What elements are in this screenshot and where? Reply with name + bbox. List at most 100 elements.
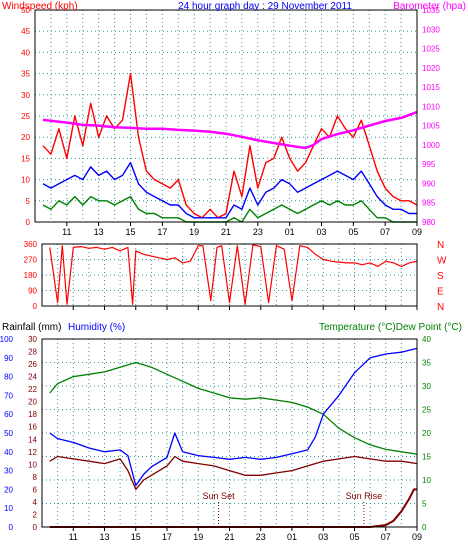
wind-panel-x-tick-label: 23 — [253, 227, 263, 237]
rain-y-tick-label: 18 — [28, 410, 37, 419]
direction-y-tick-label: 90 — [28, 287, 37, 296]
barometer-y-tick-label: 1030 — [422, 25, 440, 34]
wind-panel-x-tick-label: 09 — [412, 227, 422, 237]
climate-series-line — [49, 455, 418, 491]
climate-panel-x-tick-label: 07 — [381, 532, 391, 542]
wind-axis-title: Windspeed (kph) — [2, 1, 78, 12]
barometer-y-tick-label: 1035 — [422, 6, 440, 15]
sun-marker-label: Sun Rise — [346, 491, 383, 501]
climate-panel-x-tick-label: 21 — [224, 532, 234, 542]
rain-y-tick-label: 4 — [33, 498, 38, 507]
wind-y-tick-label: 50 — [21, 6, 30, 15]
rain-y-tick-label: 28 — [28, 348, 37, 357]
barometer-line — [42, 110, 418, 150]
rain-y-tick-label: 14 — [28, 435, 37, 444]
temperature-y-tick-label: 35 — [422, 359, 431, 368]
humidity-axis-title: Humidity (%) — [68, 322, 125, 333]
wind-panel-x-tick-label: 11 — [62, 227, 71, 237]
barometer-y-tick-label: 1000 — [422, 141, 440, 150]
rain-y-tick-label: 16 — [28, 423, 37, 432]
temperature-y-tick-label: 25 — [422, 406, 431, 415]
wind-series-line — [42, 195, 417, 223]
rain-y-tick-label: 12 — [28, 448, 37, 457]
barometer-y-tick-label: 980 — [422, 218, 436, 227]
rainfall-axis-title: Rainfall (mm) — [2, 322, 61, 333]
rain-y-tick-label: 22 — [28, 385, 37, 394]
temperature-axis-title: Temperature (°C)Dew Point (°C) — [319, 322, 462, 333]
humidity-y-tick-label: 0 — [9, 523, 14, 532]
barometer-y-tick-label: 990 — [422, 179, 436, 188]
direction-y-tick-label: 270 — [24, 256, 38, 265]
humidity-y-tick-label: 40 — [4, 448, 13, 457]
wind-y-tick-label: 45 — [21, 27, 30, 36]
barometer-y-tick-label: 1010 — [422, 102, 440, 111]
wind-y-tick-label: 5 — [26, 197, 31, 206]
direction-compass-label: S — [437, 271, 444, 282]
wind-y-tick-label: 25 — [21, 112, 30, 121]
direction-compass-label: N — [437, 240, 444, 251]
rain-y-tick-label: 2 — [33, 510, 38, 519]
rain-y-tick-label: 26 — [28, 360, 37, 369]
barometer-y-tick-label: 985 — [422, 199, 436, 208]
wind-y-tick-label: 40 — [21, 48, 30, 57]
direction-line — [49, 244, 418, 305]
climate-panel-x-tick-label: 13 — [99, 532, 109, 542]
wind-y-tick-label: 15 — [21, 154, 30, 163]
rain-y-tick-label: 8 — [33, 473, 38, 482]
wind-y-tick-label: 30 — [21, 91, 30, 100]
rain-y-tick-label: 24 — [28, 373, 37, 382]
climate-series-line — [49, 361, 418, 455]
wind-panel-x-tick-label: 13 — [94, 227, 104, 237]
temperature-y-tick-label: 30 — [422, 382, 431, 391]
rain-y-tick-label: 10 — [28, 460, 37, 469]
climate-panel-x-tick-label: 15 — [131, 532, 141, 542]
direction-y-tick-label: 360 — [24, 240, 38, 249]
direction-y-tick-label: 180 — [24, 271, 38, 280]
humidity-y-tick-label: 80 — [4, 373, 13, 382]
barometer-y-tick-label: 995 — [422, 160, 436, 169]
humidity-y-tick-label: 30 — [4, 467, 13, 476]
temperature-y-tick-label: 0 — [422, 523, 427, 532]
sun-marker-label: Sun Set — [203, 491, 236, 501]
direction-compass-label: E — [437, 287, 444, 298]
wind-y-tick-label: 0 — [26, 218, 31, 227]
wind-panel-x-tick-label: 15 — [125, 227, 135, 237]
temperature-y-tick-label: 20 — [422, 429, 431, 438]
barometer-axis-title: Barometer (hpa) — [393, 1, 466, 12]
rain-y-tick-label: 30 — [28, 335, 37, 344]
humidity-y-tick-label: 20 — [4, 485, 13, 494]
wind-panel-x-tick-label: 07 — [380, 227, 390, 237]
humidity-y-tick-label: 90 — [4, 354, 13, 363]
wind-panel-x-tick-label: 21 — [221, 227, 231, 237]
humidity-y-tick-label: 50 — [4, 429, 13, 438]
climate-panel-x-tick-label: 05 — [349, 532, 359, 542]
chart-title: 24 hour graph day : 29 November 2011 — [178, 1, 352, 12]
direction-y-tick-label: 0 — [33, 302, 38, 311]
wind-panel-x-tick-label: 17 — [157, 227, 167, 237]
barometer-y-tick-label: 1015 — [422, 83, 440, 92]
temperature-y-tick-label: 15 — [422, 453, 431, 462]
rain-y-tick-label: 6 — [33, 485, 38, 494]
wind-y-tick-label: 20 — [21, 133, 30, 142]
climate-panel-x-tick-label: 23 — [256, 532, 266, 542]
wind-panel-x-tick-label: 03 — [316, 227, 326, 237]
direction-compass-label: N — [437, 302, 444, 313]
climate-series-line — [49, 347, 418, 487]
climate-panel-x-tick-label: 03 — [318, 532, 328, 542]
humidity-y-tick-label: 100 — [0, 335, 14, 344]
barometer-y-tick-label: 1025 — [422, 45, 440, 54]
climate-panel-x-tick-label: 19 — [193, 532, 203, 542]
wind-y-tick-label: 35 — [21, 70, 30, 79]
temperature-y-tick-label: 10 — [422, 476, 431, 485]
barometer-y-tick-label: 1020 — [422, 64, 440, 73]
wind-y-tick-label: 10 — [21, 176, 30, 185]
humidity-y-tick-label: 70 — [4, 391, 13, 400]
wind-series-line — [42, 161, 417, 219]
wind-panel-x-tick-label: 19 — [189, 227, 199, 237]
climate-panel-x-tick-label: 17 — [162, 532, 172, 542]
humidity-y-tick-label: 60 — [4, 410, 13, 419]
climate-panel-x-tick-label: 11 — [69, 532, 78, 542]
barometer-y-tick-label: 1005 — [422, 122, 440, 131]
